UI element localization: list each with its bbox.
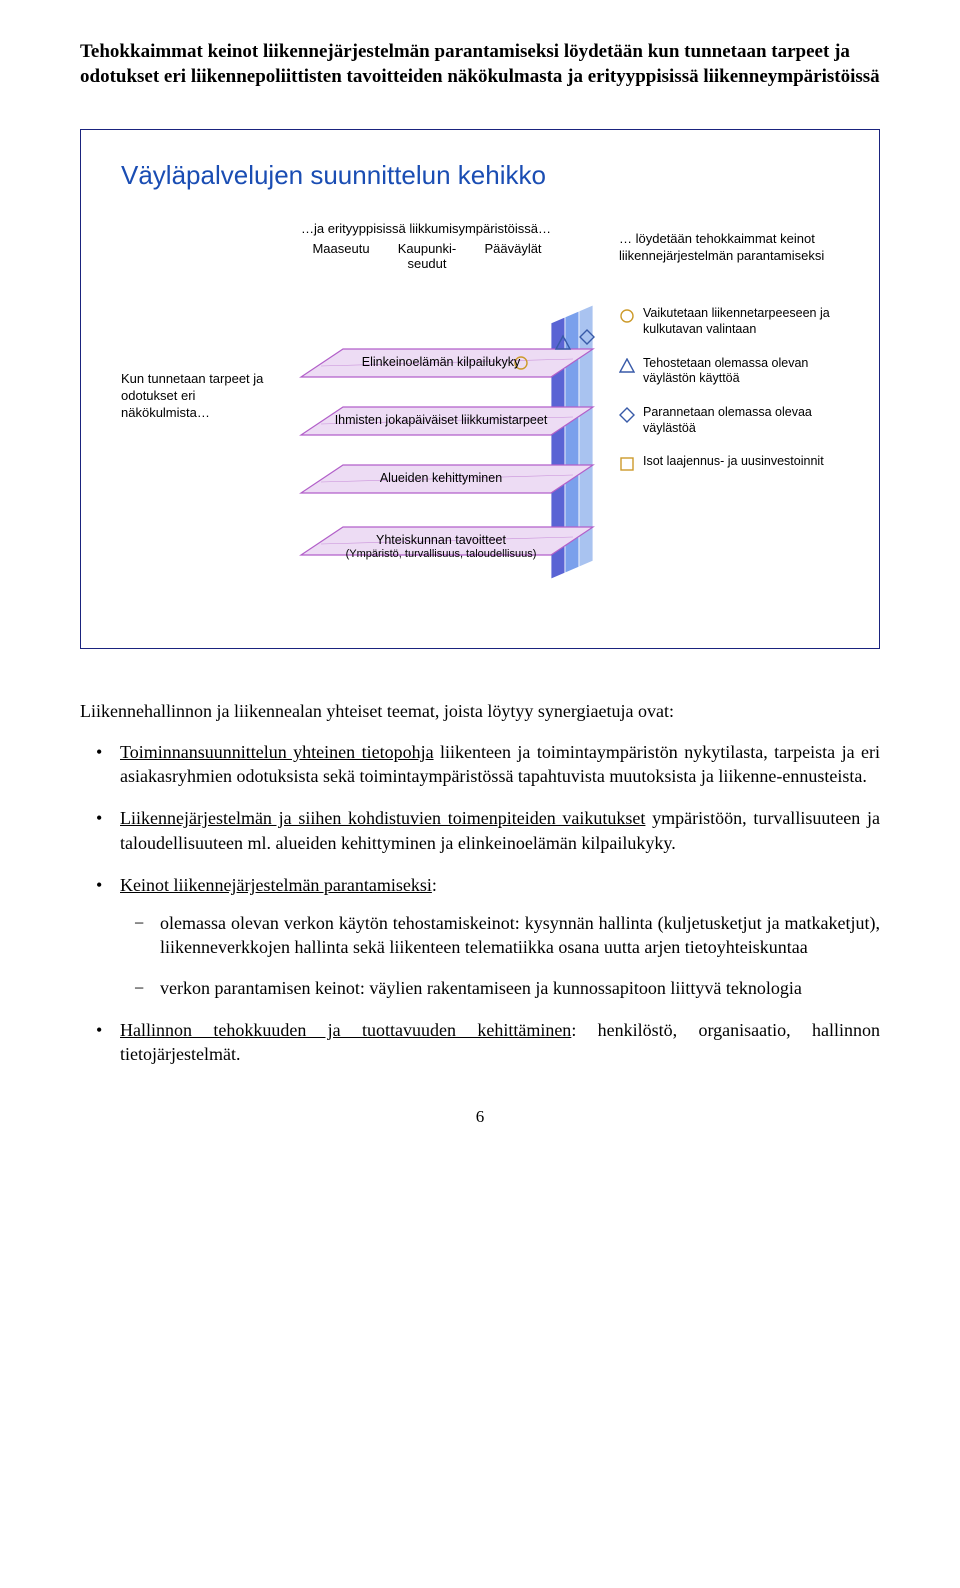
keino-text: Isot laajennus- ja uusinvestoinnit [643, 454, 824, 470]
underlined-lead: Keinot liikennejärjestelmän parantamisek… [120, 875, 432, 895]
diagram-top-context: …ja erityyppisissä liikkumisympäristöiss… [301, 221, 551, 236]
layer-label: Alueiden kehittyminen [311, 471, 571, 485]
diagram-right-context: … löydetään tehokkaimmat keinot liikenne… [619, 231, 839, 264]
underlined-lead: Liikennejärjestelmän ja siihen kohdistuv… [120, 808, 645, 828]
list-item: Liikennejärjestelmän ja siihen kohdistuv… [120, 806, 880, 855]
keino-text: Parannetaan olemassa olevaa väylästöä [643, 405, 839, 436]
col-paavaylat: Pääväylät [473, 241, 553, 271]
col-kaupunki: Kaupunki-seudut [387, 241, 467, 271]
keino-text: Vaikutetaan liikennetarpeeseen ja kulkut… [643, 306, 839, 337]
list-item-rest: : [432, 875, 437, 895]
list-item: Hallinnon tehokkuuden ja tuottavuuden ke… [120, 1018, 880, 1067]
sub-list: olemassa olevan verkon käytön tehostamis… [120, 911, 880, 1000]
sub-list-item: verkon parantamisen keinot: väylien rake… [160, 976, 880, 1000]
list-item: Toiminnansuunnittelun yhteinen tietopohj… [120, 740, 880, 789]
diagram-column-labels: Maaseutu Kaupunki-seudut Pääväylät [301, 241, 553, 271]
diagram-title: Väyläpalvelujen suunnittelun kehikko [121, 160, 839, 191]
diagram-canvas: …ja erityyppisissä liikkumisympäristöiss… [121, 221, 839, 601]
layer-label: Elinkeinoelämän kilpailukyky [311, 355, 571, 369]
layer-label: Yhteiskunnan tavoitteet(Ympäristö, turva… [311, 533, 571, 560]
diagram-stack: Elinkeinoelämän kilpailukyky Ihmisten jok… [291, 281, 611, 601]
circle-icon [619, 308, 635, 324]
sub-list-item: olemassa olevan verkon käytön tehostamis… [160, 911, 880, 960]
body-bullet-list: Toiminnansuunnittelun yhteinen tietopohj… [80, 740, 880, 1067]
keino-item: Tehostetaan olemassa olevan väylästön kä… [619, 356, 839, 387]
diagram-keinot-list: Vaikutetaan liikennetarpeeseen ja kulkut… [619, 306, 839, 490]
body-intro: Liikennehallinnon ja liikennealan yhteis… [80, 699, 880, 723]
list-item: Keinot liikennejärjestelmän parantamisek… [120, 873, 880, 1000]
keino-item: Parannetaan olemassa olevaa väylästöä [619, 405, 839, 436]
diagram-left-context: Kun tunnetaan tarpeet ja odotukset eri n… [121, 371, 276, 422]
layer-label: Ihmisten jokapäiväiset liikkumistarpeet [311, 413, 571, 427]
square-icon [619, 456, 635, 472]
keino-text: Tehostetaan olemassa olevan väylästön kä… [643, 356, 839, 387]
lead-paragraph: Tehokkaimmat keinot liikennejärjestelmän… [80, 40, 880, 89]
keino-item: Vaikutetaan liikennetarpeeseen ja kulkut… [619, 306, 839, 337]
page-number: 6 [80, 1107, 880, 1127]
underlined-lead: Hallinnon tehokkuuden ja tuottavuuden ke… [120, 1020, 571, 1040]
underlined-lead: Toiminnansuunnittelun yhteinen tietopohj… [120, 742, 434, 762]
keino-item: Isot laajennus- ja uusinvestoinnit [619, 454, 839, 472]
diagram-frame: Väyläpalvelujen suunnittelun kehikko …ja… [80, 129, 880, 649]
triangle-icon [619, 358, 635, 374]
col-maaseutu: Maaseutu [301, 241, 381, 271]
diamond-icon [619, 407, 635, 423]
